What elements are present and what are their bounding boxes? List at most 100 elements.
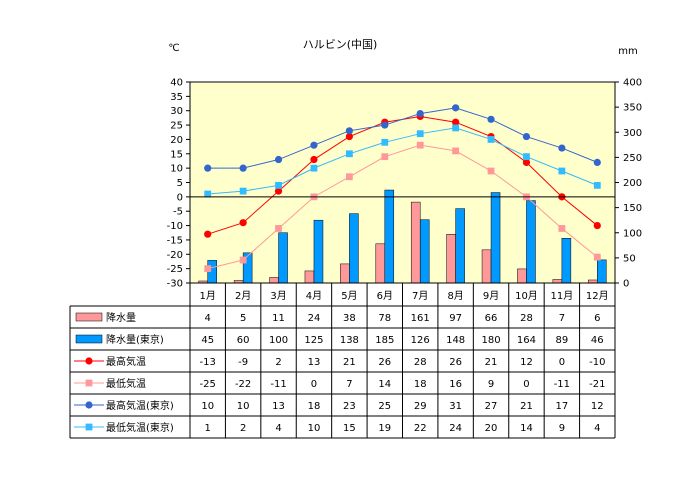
series-name-3: 最高気温 bbox=[106, 355, 146, 368]
table-cell-r5-c10: 21 bbox=[520, 401, 533, 412]
series-name-5: 最高気温(東京) bbox=[106, 399, 174, 412]
series-4-point-6 bbox=[381, 138, 389, 146]
bar-tokyo-11 bbox=[561, 238, 572, 284]
month-label-1: 1月 bbox=[200, 290, 216, 302]
table-cell-r3-c4: 13 bbox=[308, 357, 321, 368]
series-1-point-4 bbox=[310, 155, 318, 164]
table-cell-r1-c10: 28 bbox=[520, 313, 533, 324]
series-1-point-2 bbox=[239, 219, 247, 227]
table-cell-r5-c4: 18 bbox=[308, 401, 321, 412]
series-2-point-7 bbox=[416, 141, 424, 149]
left-tick-label: 40 bbox=[170, 78, 183, 89]
legend-key-marker-5 bbox=[85, 401, 93, 409]
series-3-point-7 bbox=[416, 109, 424, 118]
bar-tokyo-9 bbox=[490, 192, 501, 284]
table-cell-r4-c4: 0 bbox=[311, 379, 317, 390]
left-tick-label: -5 bbox=[173, 207, 183, 218]
table-cell-r4-c2: -22 bbox=[235, 379, 251, 390]
table-cell-r5-c12: 12 bbox=[591, 401, 604, 412]
table-cell-r5-c3: 13 bbox=[272, 401, 285, 412]
table-cell-r2-c12: 46 bbox=[591, 335, 604, 346]
right-tick-label: 200 bbox=[623, 178, 642, 189]
series-line-3 bbox=[207, 107, 598, 169]
table-cell-r6-c11: 9 bbox=[559, 423, 565, 434]
plot-area bbox=[190, 82, 615, 283]
bar-harbin-6 bbox=[375, 243, 386, 284]
month-label-10: 10月 bbox=[515, 290, 538, 302]
legend-key-2 bbox=[75, 334, 103, 344]
series-2-point-1 bbox=[204, 265, 212, 273]
table-cell-r3-c7: 28 bbox=[414, 357, 427, 368]
table-cell-r3-c2: -9 bbox=[238, 357, 248, 368]
table-cell-r3-c12: -10 bbox=[589, 357, 605, 368]
series-4-point-3 bbox=[275, 181, 282, 189]
table-cell-r5-c6: 25 bbox=[378, 401, 391, 412]
left-tick-label: 20 bbox=[170, 135, 183, 146]
table-cell-r3-c1: -13 bbox=[200, 357, 216, 368]
right-tick-label: 100 bbox=[623, 228, 642, 239]
month-label-5: 5月 bbox=[341, 290, 357, 302]
table-cell-r4-c7: 18 bbox=[414, 379, 427, 390]
table-cell-r3-c10: 12 bbox=[520, 357, 533, 368]
table-cell-r1-c3: 11 bbox=[272, 313, 285, 324]
table-cell-r2-c8: 148 bbox=[446, 335, 465, 346]
table-cell-r2-c6: 185 bbox=[375, 335, 394, 346]
table-cell-r6-c10: 14 bbox=[520, 423, 533, 434]
table-cell-r3-c9: 21 bbox=[485, 357, 498, 368]
left-tick-label: 30 bbox=[170, 106, 183, 117]
bar-tokyo-5 bbox=[349, 213, 359, 284]
series-1-point-8 bbox=[452, 118, 460, 126]
left-tick-label: -10 bbox=[167, 221, 183, 232]
series-3-point-8 bbox=[452, 104, 460, 112]
bar-harbin-8 bbox=[446, 234, 456, 284]
table-cell-r3-c8: 26 bbox=[449, 357, 462, 368]
table-cell-r6-c4: 10 bbox=[308, 423, 321, 434]
month-label-12: 12月 bbox=[586, 290, 609, 302]
series-3-point-11 bbox=[558, 144, 566, 152]
series-1-point-3 bbox=[274, 187, 283, 195]
table-cell-r3-c3: 2 bbox=[275, 357, 281, 368]
left-tick-label: -20 bbox=[167, 250, 183, 261]
left-tick-label: -15 bbox=[167, 235, 183, 246]
series-4-point-5 bbox=[345, 150, 353, 158]
left-tick-label: 35 bbox=[170, 92, 183, 103]
table-cell-r6-c6: 19 bbox=[378, 423, 391, 434]
table-cell-r2-c2: 60 bbox=[237, 335, 250, 346]
series-1-point-10 bbox=[522, 158, 531, 166]
series-line-2 bbox=[207, 144, 598, 270]
table-cell-r1-c9: 66 bbox=[485, 313, 498, 324]
left-tick-label: 15 bbox=[170, 149, 183, 160]
right-tick-label: 350 bbox=[623, 103, 642, 114]
series-name-4: 最低気温 bbox=[106, 377, 146, 390]
table-cell-r3-c6: 26 bbox=[378, 357, 391, 368]
series-2-point-2 bbox=[239, 256, 247, 264]
table-cell-r4-c8: 16 bbox=[449, 379, 462, 390]
series-4-point-9 bbox=[487, 136, 495, 143]
left-tick-label: 25 bbox=[170, 121, 183, 132]
bar-tokyo-12 bbox=[597, 259, 607, 284]
table-cell-r3-c11: 0 bbox=[559, 357, 565, 368]
left-tick-label: 0 bbox=[177, 192, 183, 203]
right-tick-label: 250 bbox=[623, 153, 642, 164]
series-4-point-4 bbox=[310, 164, 318, 172]
series-name-6: 最低気温(東京) bbox=[106, 421, 174, 434]
series-3-point-12 bbox=[593, 158, 601, 166]
legend-key-1 bbox=[75, 312, 103, 322]
series-4-point-1 bbox=[204, 190, 212, 198]
bar-harbin-7 bbox=[410, 201, 421, 284]
bar-harbin-3 bbox=[269, 277, 279, 284]
left-tick-label: -25 bbox=[167, 264, 183, 275]
table-cell-r6-c3: 4 bbox=[275, 423, 281, 434]
table-cell-r5-c1: 10 bbox=[201, 401, 214, 412]
series-2-point-3 bbox=[275, 225, 282, 232]
series-3-point-9 bbox=[487, 115, 495, 123]
month-label-2: 2月 bbox=[235, 290, 251, 302]
series-2-point-8 bbox=[452, 147, 460, 155]
bar-harbin-9 bbox=[481, 249, 492, 284]
series-4-point-2 bbox=[239, 187, 247, 195]
table-cell-r4-c3: -11 bbox=[270, 379, 286, 390]
month-label-11: 11月 bbox=[551, 290, 574, 302]
month-label-3: 3月 bbox=[270, 290, 286, 302]
bar-tokyo-10 bbox=[526, 200, 536, 284]
table-cell-r4-c9: 9 bbox=[488, 379, 494, 390]
